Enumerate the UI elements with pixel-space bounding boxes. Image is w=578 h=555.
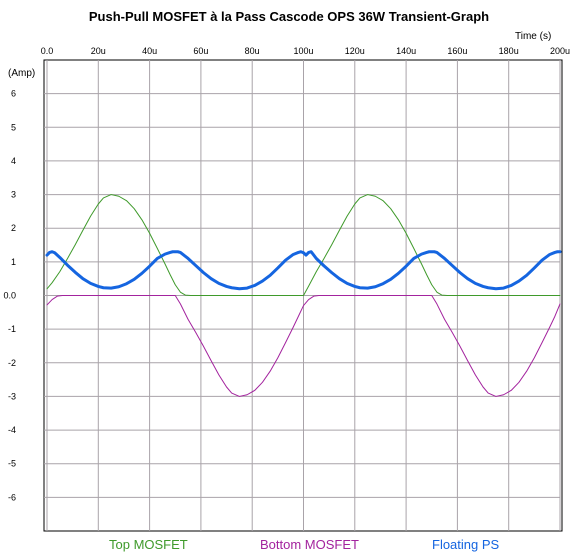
series-lines [45,194,562,397]
y-tick-label: 1 [11,257,16,267]
x-tick-label: 160u [447,46,467,56]
chart-title: Push-Pull MOSFET à la Pass Cascode OPS 3… [88,9,490,24]
y-tick-label: -4 [8,425,16,435]
x-tick-label: 100u [293,46,313,56]
x-tick-label: 0.0 [41,46,54,56]
y-tick-label: 6 [11,89,16,99]
y-tick-label: 5 [11,122,16,132]
x-tick-label: 200u [550,46,570,56]
y-tick-label: -6 [8,492,16,502]
x-tick-label: 180u [499,46,519,56]
y-tick-label: 4 [11,156,16,166]
y-tick-label: -2 [8,358,16,368]
top-mosfet-line [46,194,561,296]
y-tick-labels: 6 5 4 3 2 1 0.0 -1 -2 -3 -4 -5 -6 [3,89,16,503]
legend-floating-ps: Floating PS [432,537,500,552]
y-tick-label: -1 [8,324,16,334]
y-axis-label: (Amp) [8,68,35,79]
x-tick-label: 140u [396,46,416,56]
x-tick-label: 20u [91,46,106,56]
x-tick-label: 60u [193,46,208,56]
x-tick-label: 40u [142,46,157,56]
x-axis-label: Time (s) [515,31,551,42]
x-tick-labels: 0.0 20u 40u 60u 80u 100u 120u 140u 160u 180u 200u [41,46,570,56]
legend-top-mosfet: Top MOSFET [109,537,188,552]
x-tick-label: 80u [245,46,260,56]
bottom-mosfet-line [46,295,561,397]
y-tick-label: 2 [11,223,16,233]
x-tick-label: 120u [345,46,365,56]
y-tick-label: 0.0 [3,291,16,301]
legend-bottom-mosfet: Bottom MOSFET [260,537,359,552]
y-tick-label: 3 [11,190,16,200]
y-tick-label: -5 [8,459,16,469]
y-tick-label: -3 [8,391,16,401]
floating-ps-line [45,250,562,291]
